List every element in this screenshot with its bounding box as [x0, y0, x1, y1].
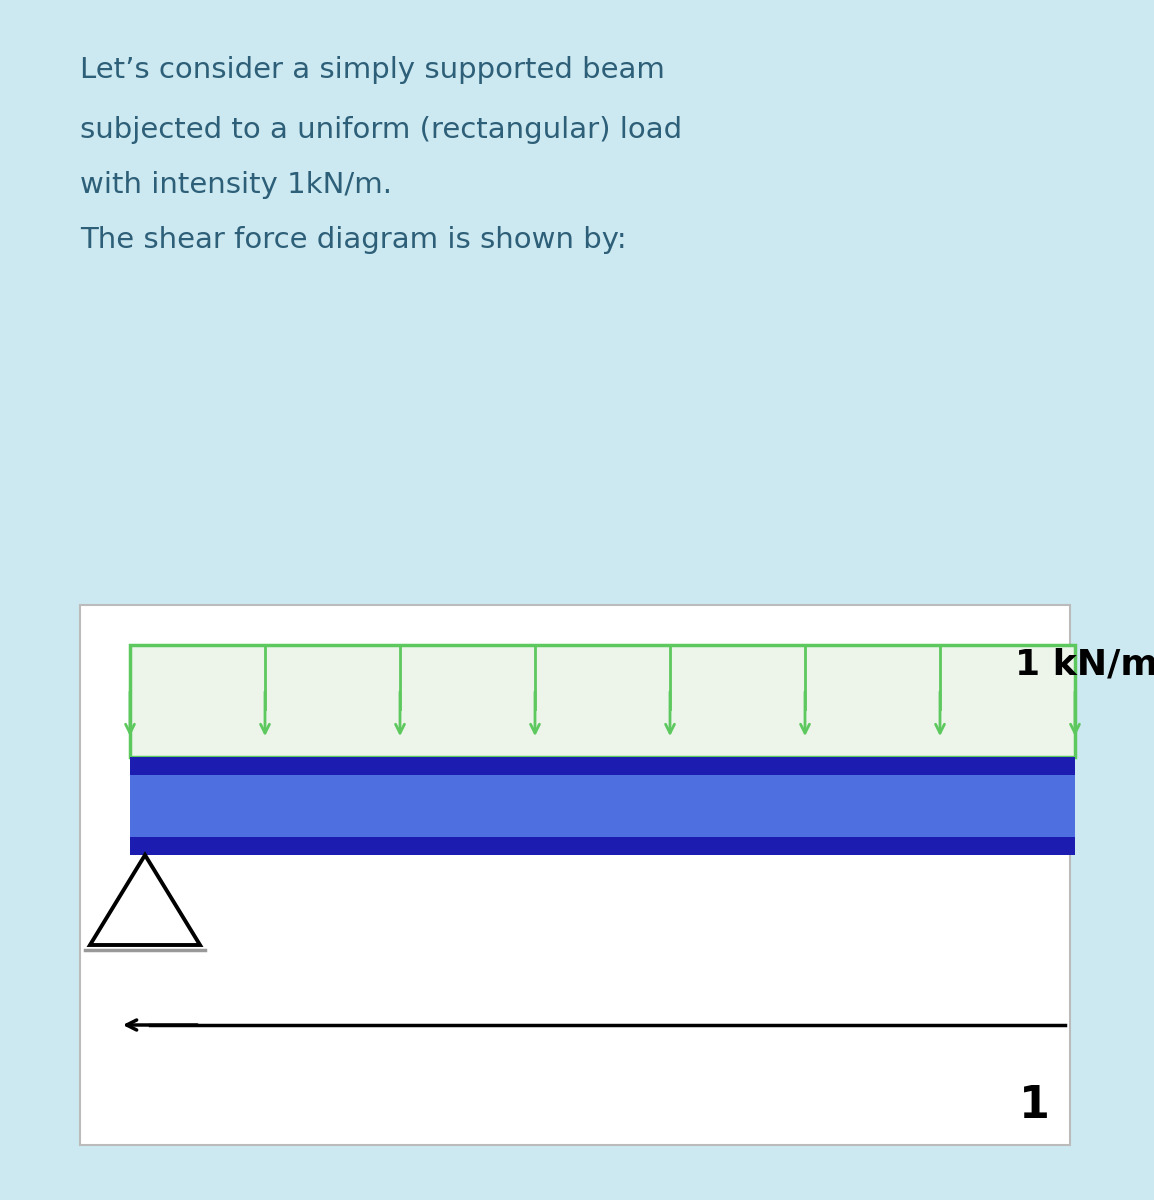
Bar [80, 605, 1070, 1145]
Text: Let’s consider a simply supported beam: Let’s consider a simply supported beam [80, 56, 665, 84]
Bar [130, 757, 1076, 775]
Text: with intensity 1kN/m.: with intensity 1kN/m. [80, 170, 392, 199]
Bar [38, 1145, 1118, 1200]
Bar [38, 30, 1118, 590]
Text: The shear force diagram is shown by:: The shear force diagram is shown by: [80, 226, 627, 254]
Text: 1: 1 [1019, 1084, 1050, 1127]
Bar [130, 767, 1076, 838]
Bar [130, 838, 1076, 854]
Bar [130, 646, 1076, 757]
Text: subjected to a uniform (rectangular) load: subjected to a uniform (rectangular) loa… [80, 116, 682, 144]
Text: 1 kN/m: 1 kN/m [1016, 648, 1154, 682]
